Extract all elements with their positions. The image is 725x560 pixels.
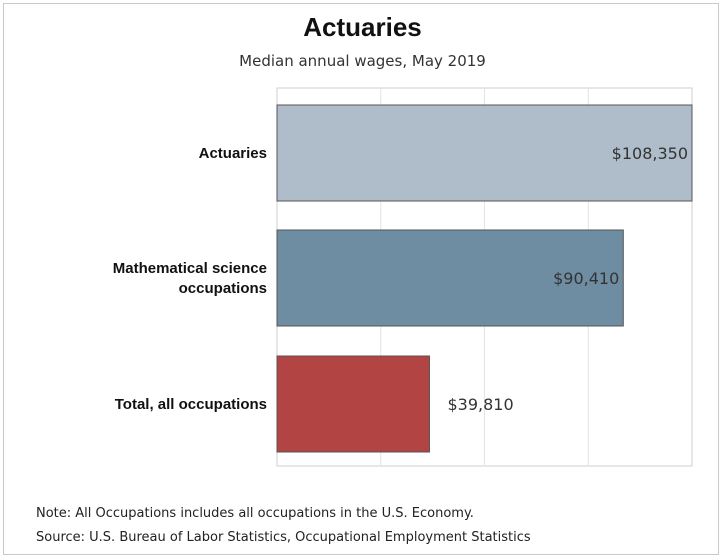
- chart-title: Actuaries: [303, 12, 422, 42]
- bar: [276, 104, 693, 202]
- category-label: Actuaries: [199, 145, 267, 162]
- bar-value-label: $39,810: [447, 395, 513, 414]
- category-label: Mathematical science: [113, 260, 267, 277]
- chart-source: Source: U.S. Bureau of Labor Statistics,…: [36, 530, 531, 545]
- chart-subtitle: Median annual wages, May 2019: [239, 52, 486, 70]
- category-label: occupations: [179, 280, 267, 297]
- bar-value-label: $90,410: [553, 269, 619, 288]
- bar: [276, 229, 624, 327]
- bar: [276, 355, 430, 453]
- chart-note: Note: All Occupations includes all occup…: [36, 506, 474, 521]
- bar-value-label: $108,350: [612, 144, 688, 163]
- category-label: Total, all occupations: [115, 396, 267, 413]
